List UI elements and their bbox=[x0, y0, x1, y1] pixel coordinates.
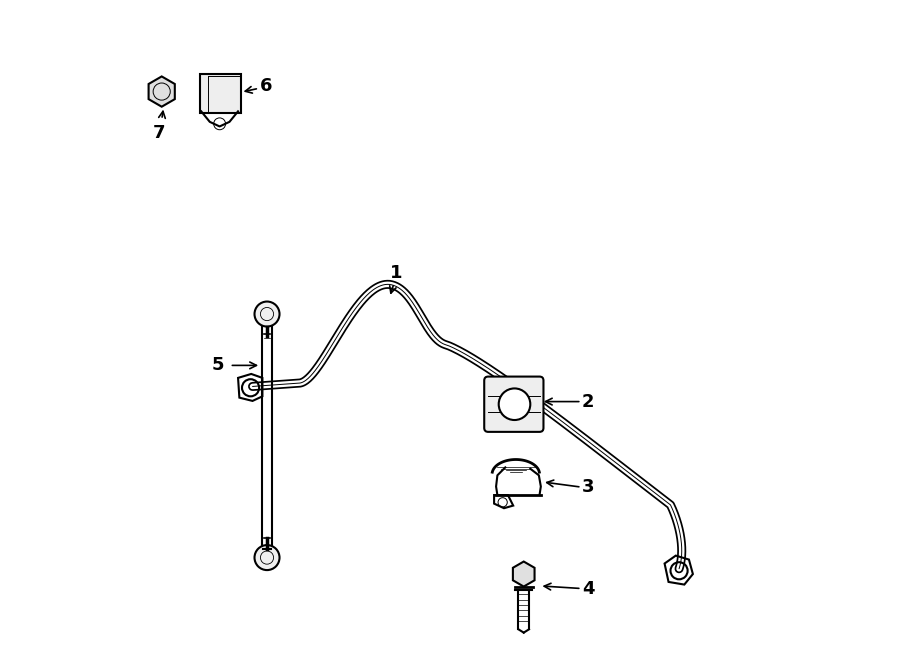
Circle shape bbox=[255, 301, 280, 327]
FancyBboxPatch shape bbox=[200, 75, 240, 112]
Circle shape bbox=[255, 545, 280, 570]
Polygon shape bbox=[148, 77, 175, 106]
Text: 7: 7 bbox=[153, 124, 166, 142]
Polygon shape bbox=[513, 562, 535, 586]
Text: 6: 6 bbox=[259, 77, 272, 95]
Text: 4: 4 bbox=[582, 580, 595, 598]
Text: 5: 5 bbox=[212, 356, 225, 374]
Text: 3: 3 bbox=[582, 478, 595, 496]
Text: 2: 2 bbox=[582, 393, 595, 410]
Text: 1: 1 bbox=[390, 264, 402, 282]
Circle shape bbox=[499, 389, 530, 420]
FancyBboxPatch shape bbox=[484, 377, 544, 432]
